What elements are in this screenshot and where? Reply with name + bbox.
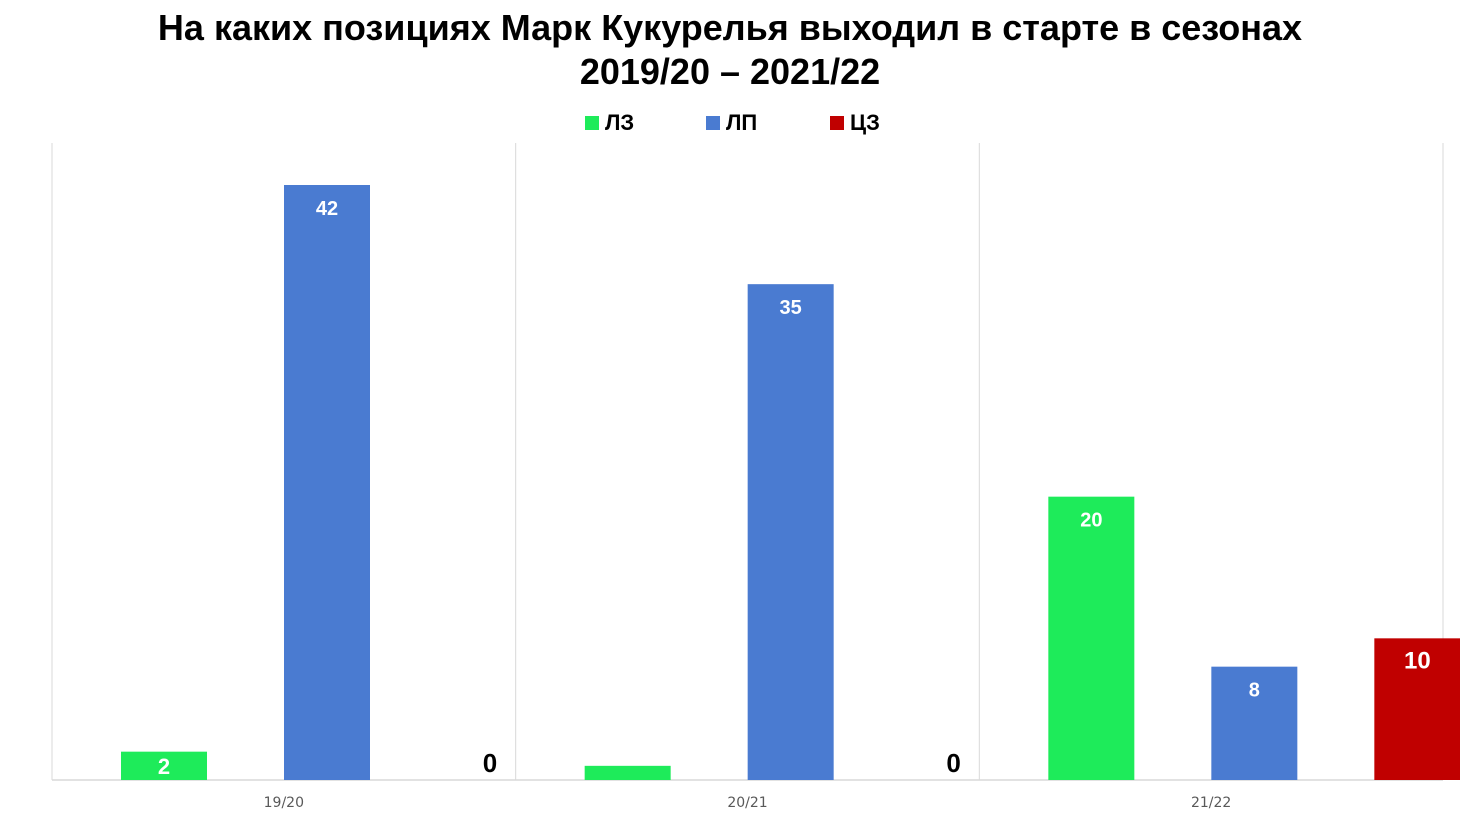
data-label-0-0: 2 bbox=[158, 754, 170, 779]
bar-1-1 bbox=[747, 284, 834, 780]
bar-2-2 bbox=[1374, 638, 1460, 780]
bar-0-0 bbox=[121, 751, 207, 780]
legend-label-cz: ЦЗ bbox=[850, 110, 880, 135]
x-tick-label: 21/22 bbox=[1191, 795, 1231, 811]
data-label-1-0: 42 bbox=[316, 198, 338, 220]
legend-item-lp: ЛП bbox=[706, 108, 757, 138]
legend-swatch-lz bbox=[585, 116, 599, 130]
legend-item-cz: ЦЗ bbox=[830, 108, 880, 138]
legend-label-lz: ЛЗ bbox=[605, 110, 635, 135]
legend-swatch-cz bbox=[830, 116, 844, 130]
chart-title: На каких позициях Марк Кукурелья выходил… bbox=[0, 6, 1460, 94]
bar-0-1 bbox=[584, 765, 671, 780]
bar-1-0 bbox=[284, 185, 370, 780]
bar-1-2 bbox=[1211, 666, 1298, 780]
data-label-2-2: 10 bbox=[1404, 647, 1431, 674]
x-tick-label: 19/20 bbox=[264, 795, 304, 811]
chart-title-line-2: 2019/20 – 2021/22 bbox=[579, 51, 881, 92]
data-label-1-2: 8 bbox=[1249, 680, 1260, 702]
data-label-0-2: 20 bbox=[1080, 510, 1102, 532]
legend-swatch-lp bbox=[706, 116, 720, 130]
data-label-1-1: 35 bbox=[780, 297, 802, 319]
bar-0-2 bbox=[1048, 496, 1135, 780]
data-label-2-0: 0 bbox=[483, 748, 497, 778]
x-tick-label: 20/21 bbox=[727, 795, 767, 811]
legend-label-lp: ЛП bbox=[726, 110, 758, 135]
legend-item-lz: ЛЗ bbox=[585, 108, 634, 138]
chart-legend: ЛЗ ЛП ЦЗ bbox=[0, 108, 1460, 138]
data-label-2-1: 0 bbox=[946, 748, 960, 778]
chart-title-line-1: На каких позициях Марк Кукурелья выходил… bbox=[157, 7, 1303, 48]
